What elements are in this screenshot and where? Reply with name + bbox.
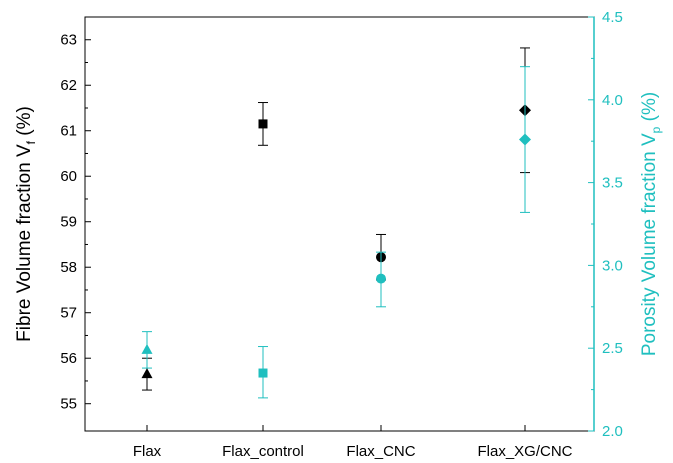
left-tick-label: 60 [60, 168, 77, 185]
x-tick-label: Flax_CNC [346, 443, 415, 460]
right-axis-title: Porosity Volume fraction Vp (%) [639, 92, 663, 356]
right-axis-title-sub: p [649, 126, 663, 133]
triangle-marker [141, 368, 153, 379]
left-axis-title-sub: f [24, 140, 38, 144]
axes-layer: 55 56 57 58 59 60 61 62 63 2.0 2.5 3.0 3.5 4.0 4.5 Flax… [60, 9, 623, 460]
right-tick-label: 4.0 [602, 92, 623, 109]
x-tick-label: Flax_XG/CNC [477, 443, 572, 460]
marks-layer [141, 47, 531, 399]
right-tick-label: 2.0 [602, 423, 623, 440]
left-tick-label: 62 [60, 77, 77, 94]
left-tick-label: 57 [60, 305, 77, 322]
left-tick-label: 59 [60, 214, 77, 231]
plot-frame [84, 16, 595, 432]
circle-marker [376, 273, 386, 284]
left-tick-label: 61 [60, 123, 77, 140]
right-tick-label: 4.5 [602, 9, 623, 26]
left-tick-label: 58 [60, 259, 77, 276]
left-tick-label: 56 [60, 350, 77, 367]
square-marker [258, 368, 268, 378]
square-marker [258, 119, 268, 129]
x-tick-label: Flax_control [222, 443, 304, 460]
right-tick-label: 2.5 [602, 340, 623, 357]
left-axis-title-main: Fibre Volume fraction V [14, 144, 35, 342]
left-axis-title-unit: (%) [14, 106, 35, 141]
right-tick-label: 3.5 [602, 175, 623, 192]
diamond-marker [519, 133, 531, 146]
right-axis-title-unit: (%) [639, 92, 660, 127]
left-tick-label: 63 [60, 32, 77, 49]
left-tick-label: 55 [60, 396, 77, 413]
right-tick-label: 3.0 [602, 257, 623, 274]
left-axis-title: Fibre Volume fraction Vf (%) [14, 106, 38, 342]
triangle-marker [141, 343, 153, 354]
right-axis-title-main: Porosity Volume fraction V [639, 133, 660, 356]
x-tick-label: Flax [133, 443, 162, 460]
